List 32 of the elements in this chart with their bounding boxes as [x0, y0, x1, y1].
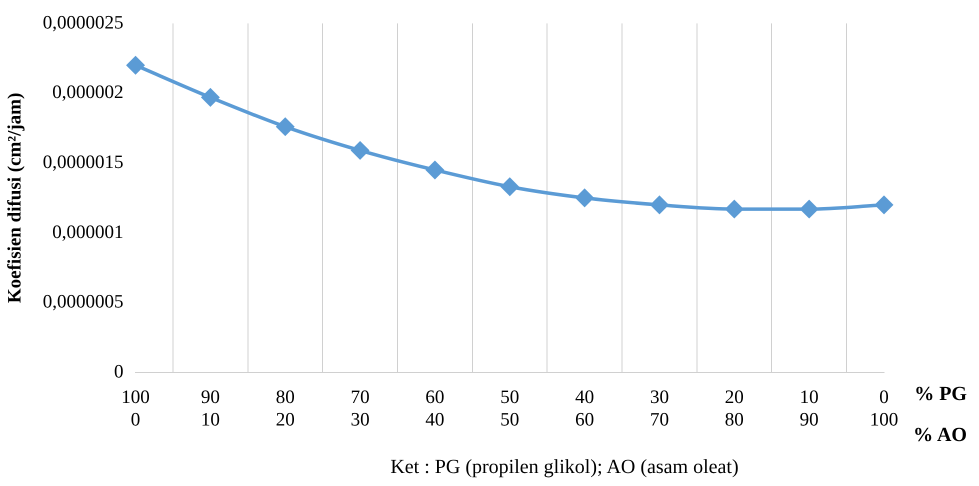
x-tick-label: 0 100	[870, 386, 898, 431]
x-tick-label: 80 20	[276, 386, 295, 431]
y-tick-label: 0,000001	[52, 222, 124, 243]
point	[276, 118, 294, 136]
point	[351, 142, 369, 160]
point	[202, 88, 220, 106]
x-tick-label: 40 60	[575, 386, 594, 431]
x-tick-label: 10 90	[800, 386, 819, 431]
point	[126, 56, 144, 74]
point	[800, 200, 818, 218]
y-tick-label: 0,0000005	[42, 292, 124, 313]
x-tick-label: 20 80	[724, 386, 744, 431]
point	[501, 178, 519, 196]
y-tick-label: 0,0000015	[42, 152, 124, 173]
y-axis-title: Koefisien difusi (cm²/jam)	[4, 92, 26, 304]
y-tick-label: 0	[114, 361, 124, 382]
point	[726, 200, 744, 218]
text: % PG	[914, 383, 967, 406]
text: Ket : PG (propilen glikol); AO (asam oleat)	[389, 456, 740, 479]
text: % AO	[913, 424, 967, 447]
x-tick-label: 50 50	[500, 386, 520, 431]
x-tick-label: 100 0	[121, 386, 150, 431]
point	[426, 161, 444, 179]
x-tick-label: 90 10	[200, 386, 220, 431]
x-tick-label: 70 30	[350, 386, 370, 431]
x-tick-label: 30 70	[650, 386, 669, 431]
point	[875, 196, 893, 214]
x-tick-label: 60 40	[425, 386, 444, 431]
point	[650, 196, 668, 214]
y-tick-label: 0,0000025	[42, 12, 124, 34]
point	[576, 189, 594, 207]
y-tick-label: 0,000002	[52, 82, 124, 104]
